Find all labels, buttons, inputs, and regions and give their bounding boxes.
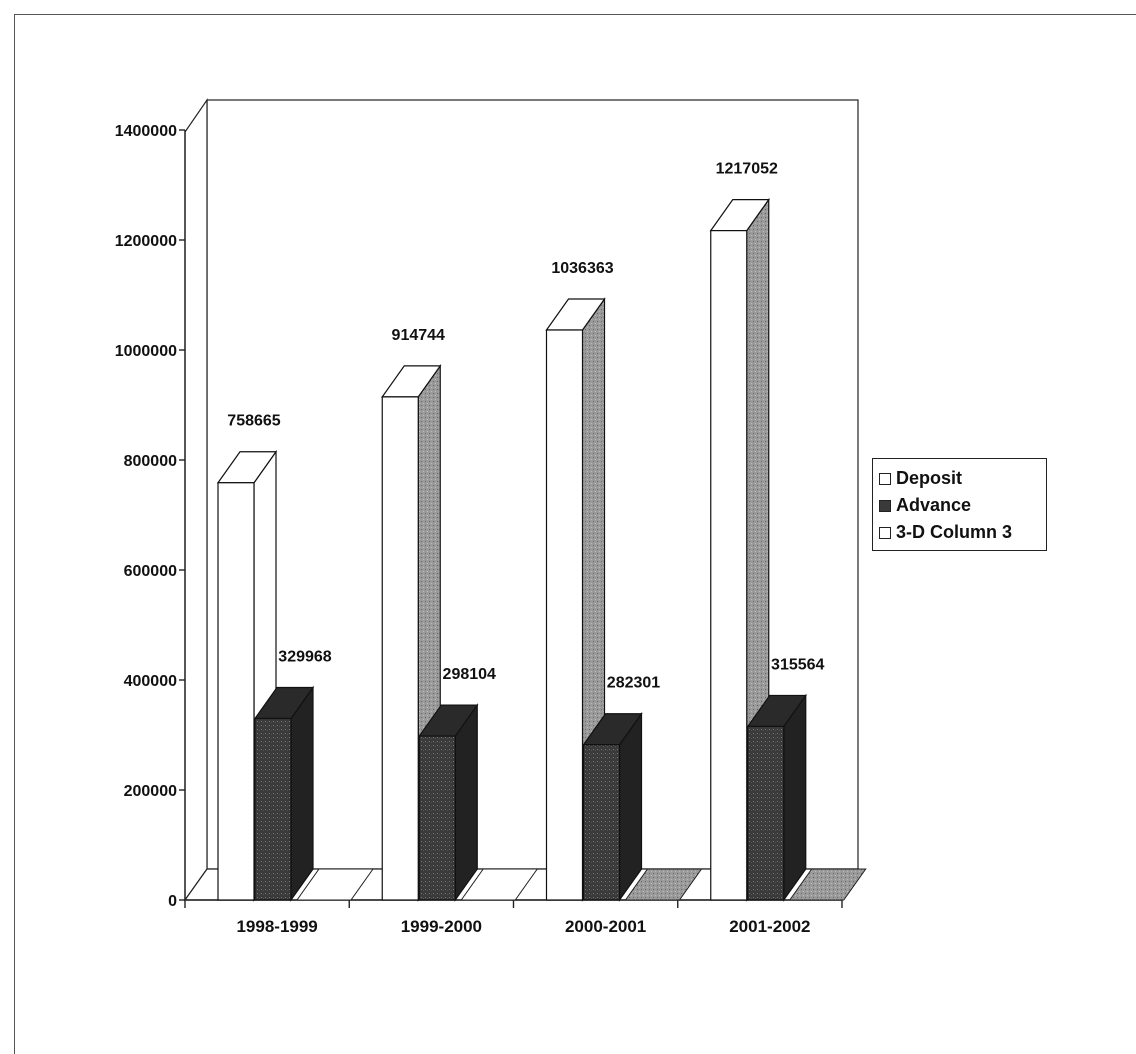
legend-label-deposit: Deposit [896,468,963,488]
legend-label-column-3: 3-D Column 3 [896,522,1013,542]
bar-3d-column-3-2000-2001 [624,868,703,901]
data-label-advance: 329968 [278,649,331,666]
legend-item-column-3: 3-D Column 3 [879,519,1042,546]
legend-swatch-column-3 [879,526,891,539]
data-label-deposit: 914744 [392,327,445,344]
bar-advance-1998-1999-front [254,717,292,901]
bar-deposit-2000-2001-front [545,329,584,901]
y-tick-label: 1000000 [115,343,177,360]
x-tick-label: 2000-2001 [565,917,646,936]
data-label-deposit: 1036363 [551,260,613,277]
x-tick-label: 2001-2002 [729,917,810,936]
legend-swatch-deposit [879,472,891,485]
chart-legend: Deposit Advance 3-D Column 3 [872,458,1047,551]
bar-advance-1999-2000-side [454,703,478,902]
y-tick-label: 800000 [124,453,177,470]
x-tick-label: 1999-2000 [401,917,482,936]
bar-3d-column-3-1999-2000 [460,868,539,901]
x-tick-label: 1998-1999 [236,917,317,936]
legend-item-advance: Advance [879,492,1042,519]
data-label-deposit: 1217052 [716,161,778,178]
legend-item-deposit: Deposit [879,465,1042,492]
data-label-deposit: 758665 [227,413,280,430]
bar-advance-1998-1999-side [290,685,314,902]
bar-deposit-1999-2000-front [381,396,419,901]
bar-advance-2001-2002-front [747,725,785,901]
y-tick-label: 400000 [124,673,177,690]
bar-deposit-2001-2002-front [710,230,748,901]
y-tick-label: 600000 [124,563,177,580]
y-tick-label: 0 [168,893,177,910]
data-label-advance: 282301 [607,675,660,692]
bar-advance-1999-2000-front [418,735,456,901]
bar-deposit-1998-1999-front [217,482,255,901]
legend-label-advance: Advance [896,495,972,515]
y-tick-label: 200000 [124,783,177,800]
chart-frame [14,14,1136,1054]
y-tick-label: 1200000 [115,233,177,250]
data-label-advance: 298104 [443,666,496,683]
bar-advance-2000-2001-side [618,711,643,902]
bar-3d-column-3-1998-1999 [296,868,374,901]
side-wall [184,98,208,902]
data-label-advance: 315564 [771,656,824,673]
bar-3d-column-3-2001-2002 [788,868,867,901]
legend-swatch-advance [879,499,891,512]
y-tick-label: 1400000 [115,123,177,140]
bar-advance-2000-2001-front [582,744,621,901]
bar-advance-2001-2002-side [783,693,807,902]
